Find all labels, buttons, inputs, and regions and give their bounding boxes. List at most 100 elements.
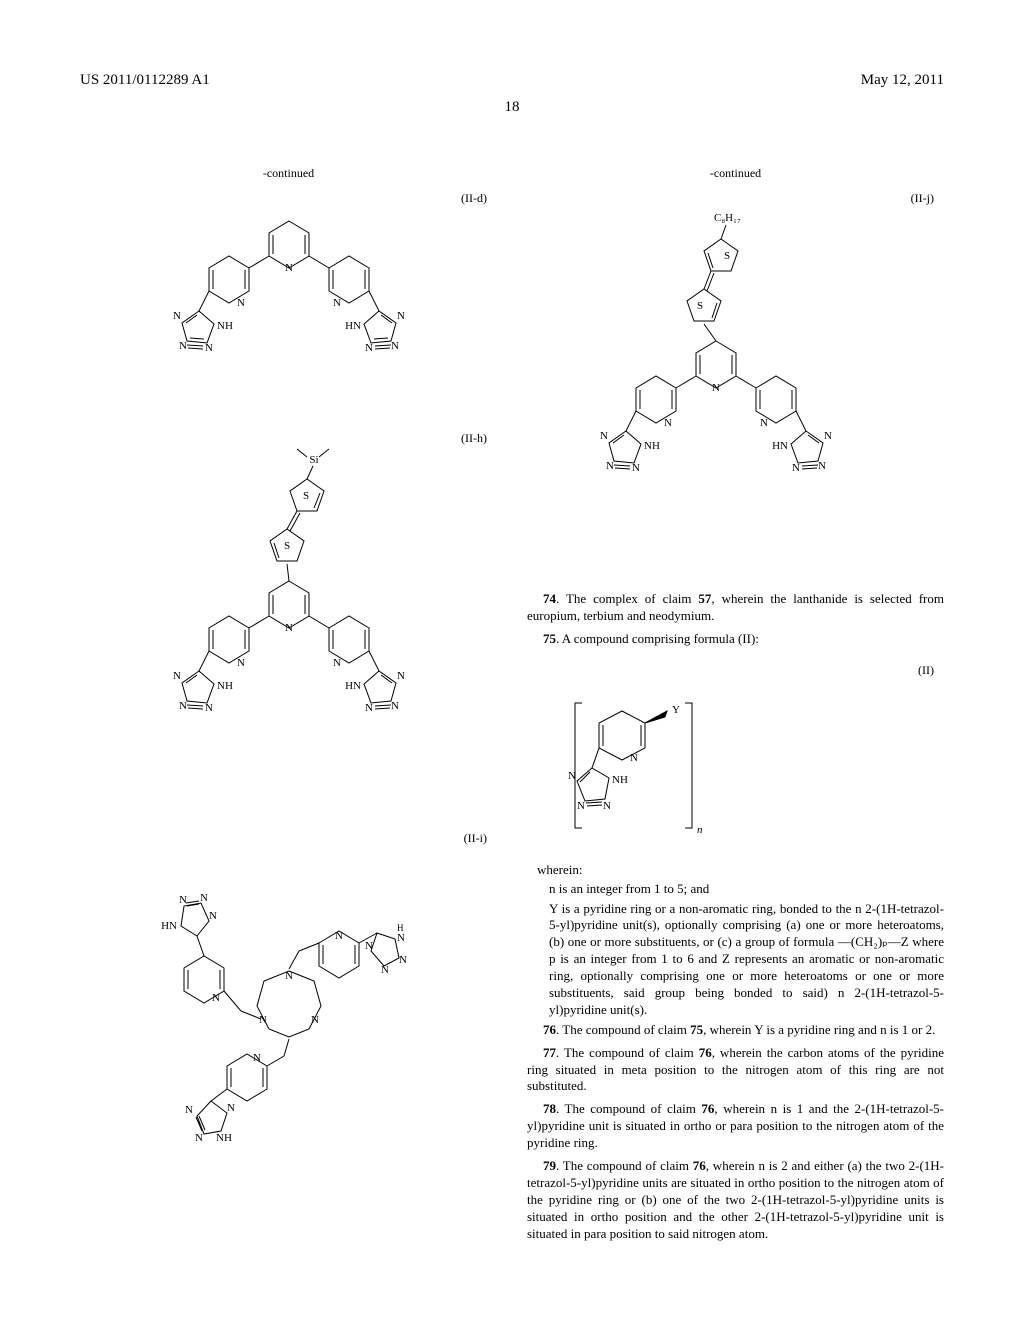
claim-num-74: 74 <box>543 591 556 606</box>
svg-text:N: N <box>311 1014 319 1026</box>
pub-date: May 12, 2011 <box>861 72 944 89</box>
svg-text:N: N <box>179 894 187 906</box>
svg-text:N: N <box>792 462 800 474</box>
content-columns: -continued (II-d) N N <box>80 166 944 1248</box>
structure-iih: Si S S <box>80 451 497 791</box>
svg-text:N: N <box>185 1104 193 1116</box>
claim-78: 78. The compound of claim 76, wherein n … <box>527 1101 944 1152</box>
svg-text:N: N <box>712 382 720 394</box>
svg-text:NH: NH <box>612 774 628 786</box>
svg-text:N: N <box>568 770 576 782</box>
svg-text:N: N <box>237 297 245 309</box>
svg-text:N: N <box>365 702 373 714</box>
svg-text:NH: NH <box>216 1132 232 1144</box>
svg-text:N: N <box>285 622 293 634</box>
svg-text:n: n <box>697 824 703 836</box>
formula-label-iih: (II-h) <box>80 431 497 446</box>
svg-text:N: N <box>200 892 208 904</box>
claim-ref-76: 75 <box>690 1022 703 1037</box>
svg-text:S: S <box>283 540 289 552</box>
claim-num-76: 76 <box>543 1022 556 1037</box>
claim-ref-78: 76 <box>701 1101 714 1116</box>
claim-76: 76. The compound of claim 75, wherein Y … <box>527 1022 944 1039</box>
svg-text:N: N <box>173 670 181 682</box>
svg-text:N: N <box>335 930 343 942</box>
claim-text-76b: , wherein Y is a pyridine ring and n is … <box>703 1022 935 1037</box>
formula-label-iij: (II-j) <box>527 191 944 206</box>
svg-text:N: N <box>824 430 832 442</box>
svg-text:HN: HN <box>772 440 788 452</box>
svg-text:N: N <box>600 430 608 442</box>
claim-77: 77. The compound of claim 76, wherein th… <box>527 1045 944 1096</box>
svg-text:N: N <box>259 1014 267 1026</box>
svg-text:N: N <box>632 462 640 474</box>
svg-text:HN: HN <box>161 920 177 932</box>
claim-ref-79: 76 <box>693 1158 706 1173</box>
page-number: 18 <box>80 99 944 116</box>
right-column: -continued (II-j) C₈H₁₇ S S <box>527 166 944 1248</box>
claim-text-74a: . The complex of claim <box>556 591 698 606</box>
claim-text-79a: . The compound of claim <box>556 1158 693 1173</box>
structure-iii: N N N N H N N N N <box>80 851 497 1131</box>
svg-text:N: N <box>333 297 341 309</box>
claim-79: 79. The compound of claim 76, wherein n … <box>527 1158 944 1242</box>
continued-label-right: -continued <box>527 166 944 181</box>
c8h17-label: C₈H₁₇ <box>714 212 741 224</box>
svg-text:NH: NH <box>217 320 233 332</box>
svg-text:N: N <box>285 970 293 982</box>
svg-text:N: N <box>664 417 672 429</box>
claim-text-78a: . The compound of claim <box>556 1101 701 1116</box>
claim-num-77: 77 <box>543 1045 556 1060</box>
svg-text:N: N <box>818 460 826 472</box>
svg-text:N: N <box>237 657 245 669</box>
svg-text:N: N <box>381 964 389 976</box>
svg-text:Si: Si <box>309 454 318 466</box>
claim-74: 74. The complex of claim 57, wherein the… <box>527 591 944 625</box>
svg-text:N: N <box>760 417 768 429</box>
svg-text:N: N <box>399 954 407 966</box>
svg-text:N: N <box>577 800 585 812</box>
continued-label-left: -continued <box>80 166 497 181</box>
svg-text:S: S <box>723 250 729 262</box>
svg-text:N: N <box>179 700 187 712</box>
claim-num-78: 78 <box>543 1101 556 1116</box>
svg-text:N: N <box>205 342 213 354</box>
svg-text:N: N <box>365 940 373 952</box>
claim-num-79: 79 <box>543 1158 556 1173</box>
formula-label-iid: (II-d) <box>80 191 497 206</box>
svg-text:N: N <box>209 910 217 922</box>
svg-text:N: N <box>391 700 399 712</box>
n-definition: n is an integer from 1 to 5; and <box>549 881 944 898</box>
structure-ii: n N Y N NH N N <box>567 693 944 847</box>
claim-text-77a: . The compound of claim <box>556 1045 699 1060</box>
svg-text:N: N <box>603 800 611 812</box>
svg-text:N: N <box>365 342 373 354</box>
svg-text:N: N <box>606 460 614 472</box>
formula-label-iii: (II-i) <box>80 831 497 846</box>
wherein-label: wherein: <box>537 862 944 878</box>
svg-text:N: N <box>205 702 213 714</box>
svg-text:Y: Y <box>672 704 680 716</box>
claim-text-75: . A compound comprising formula (II): <box>556 631 759 646</box>
claim-num-75: 75 <box>543 631 556 646</box>
svg-text:N: N <box>285 262 293 274</box>
y-definition: Y is a pyridine ring or a non-aromatic r… <box>549 901 944 1019</box>
svg-text:N: N <box>391 340 399 352</box>
svg-text:N: N <box>397 670 405 682</box>
claim-ref-77: 76 <box>699 1045 712 1060</box>
structure-iid: N N N <box>80 211 497 391</box>
svg-text:N: N <box>173 310 181 322</box>
svg-text:HN: HN <box>345 680 361 692</box>
svg-text:N: N <box>630 752 638 764</box>
claim-text-76a: . The compound of claim <box>556 1022 690 1037</box>
left-column: -continued (II-d) N N <box>80 166 497 1248</box>
svg-text:NH: NH <box>217 680 233 692</box>
svg-text:HN: HN <box>345 320 361 332</box>
svg-text:N: N <box>179 340 187 352</box>
structure-iij: C₈H₁₇ S S N <box>527 211 944 551</box>
pub-number: US 2011/0112289 A1 <box>80 72 210 89</box>
svg-text:NH: NH <box>644 440 660 452</box>
svg-text:S: S <box>302 490 308 502</box>
claim-ref-74: 57 <box>698 591 711 606</box>
formula-label-ii: (II) <box>527 663 944 678</box>
